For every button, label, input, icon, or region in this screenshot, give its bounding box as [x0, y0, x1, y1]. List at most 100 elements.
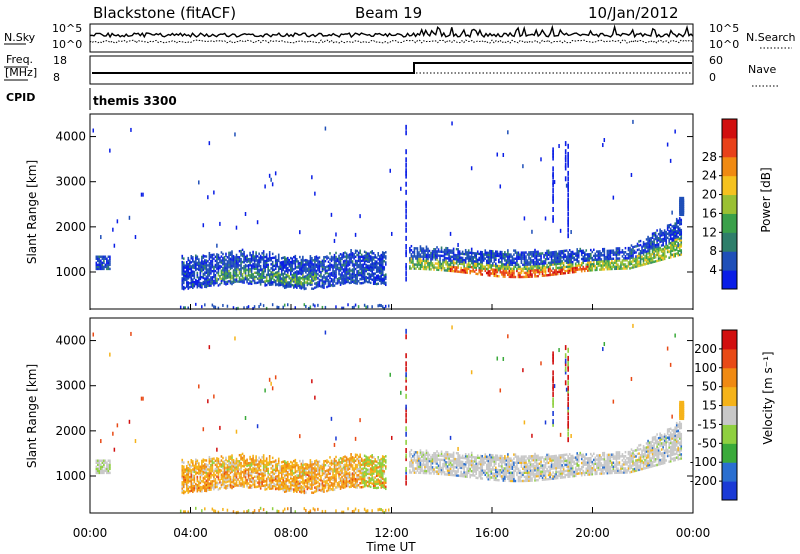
- power-cell: [327, 266, 330, 270]
- power-cell: [276, 260, 279, 264]
- power-cell: [525, 271, 527, 275]
- velocity-cell: [282, 472, 285, 476]
- velocity-cell: [247, 478, 250, 481]
- power-cell: [419, 249, 422, 252]
- power-cell: [678, 233, 681, 236]
- velocity-cell: [103, 463, 105, 467]
- power-cell: [495, 270, 497, 274]
- velocity-cell: [142, 396, 144, 401]
- velocity-cell: [329, 476, 331, 479]
- velocity-cell: [318, 464, 321, 467]
- velocity-cell: [303, 463, 306, 466]
- power-cell: [647, 247, 649, 251]
- power-cell: [502, 269, 505, 272]
- power-cell: [244, 278, 247, 281]
- power-cell: [317, 266, 319, 270]
- power-cell: [440, 246, 443, 249]
- velocity-cell: [314, 470, 316, 473]
- power-cell: [431, 262, 434, 265]
- power-cell: [348, 271, 351, 275]
- power-cell: [329, 268, 331, 271]
- power-cell: [306, 263, 309, 266]
- power-cell: [377, 258, 380, 261]
- power-cell: [219, 277, 221, 280]
- power-cell: [205, 263, 208, 266]
- power-cell: [318, 274, 321, 278]
- power-cell: [98, 255, 101, 258]
- velocity-cell: [261, 478, 263, 481]
- power-cell: [229, 279, 232, 283]
- velocity-cell: [211, 507, 214, 511]
- power-cell: [204, 273, 206, 276]
- power-cell: [620, 265, 622, 268]
- power-cell: [232, 263, 235, 266]
- power-cell: [353, 273, 355, 276]
- power-cell: [457, 270, 459, 273]
- power-cell: [603, 138, 606, 143]
- velocity-cell: [205, 489, 208, 493]
- power-cell: [277, 282, 280, 285]
- velocity-cell: [282, 488, 285, 492]
- nsky-tick-top: 10^5: [52, 22, 82, 35]
- power-cell: [199, 283, 202, 287]
- power-cell: [368, 264, 370, 268]
- velocity-cell: [228, 455, 230, 459]
- power-cell: [286, 258, 289, 262]
- power-cell: [443, 267, 446, 270]
- power-cell: [568, 259, 571, 262]
- velocity-cell: [182, 485, 185, 489]
- velocity-cell: [223, 472, 226, 475]
- colorbar-tick-label: 28: [702, 150, 717, 164]
- power-cell: [657, 255, 660, 258]
- power-cell: [680, 234, 683, 238]
- power-cell: [499, 184, 502, 189]
- power-cell: [666, 244, 669, 248]
- power-cell: [428, 249, 431, 253]
- power-cell: [451, 121, 453, 126]
- power-cell: [416, 247, 419, 250]
- power-cell: [665, 239, 667, 242]
- power-cell: [384, 277, 387, 280]
- velocity-cell: [244, 415, 247, 420]
- power-cell: [599, 260, 601, 263]
- velocity-cell: [315, 463, 318, 466]
- power-cell: [222, 256, 224, 260]
- power-cell: [511, 267, 514, 271]
- power-cell: [309, 281, 312, 284]
- power-cell: [629, 261, 631, 264]
- power-cell: [377, 276, 380, 279]
- power-cell: [564, 162, 567, 168]
- velocity-cell: [240, 453, 242, 457]
- power-cell: [663, 253, 666, 257]
- power-cell: [299, 276, 301, 279]
- power-cell: [250, 268, 253, 271]
- power-cell: [216, 263, 218, 266]
- power-cell: [265, 306, 268, 310]
- velocity-cell: [182, 477, 185, 481]
- velocity-cell: [303, 489, 306, 493]
- power-cell: [493, 260, 496, 263]
- power-cell: [674, 222, 677, 225]
- velocity-cell: [217, 465, 220, 469]
- velocity-cell: [288, 485, 291, 488]
- power-cell: [555, 256, 557, 260]
- power-cell: [339, 283, 342, 286]
- velocity-cell: [201, 480, 203, 483]
- power-cell: [552, 155, 554, 161]
- power-cell: [508, 271, 511, 275]
- velocity-cell: [312, 471, 315, 474]
- power-cell: [623, 263, 625, 266]
- power-cell: [196, 279, 199, 283]
- power-cell: [101, 267, 104, 271]
- power-cell: [235, 274, 238, 277]
- power-cell: [675, 244, 678, 247]
- power-cell: [439, 262, 441, 266]
- velocity-cell: [323, 462, 325, 465]
- power-cell: [190, 271, 193, 274]
- power-cell: [460, 262, 462, 266]
- power-cell: [488, 261, 491, 265]
- power-cell: [523, 253, 526, 256]
- power-cell: [302, 257, 304, 261]
- power-cell: [675, 219, 678, 223]
- power-cell: [472, 258, 475, 261]
